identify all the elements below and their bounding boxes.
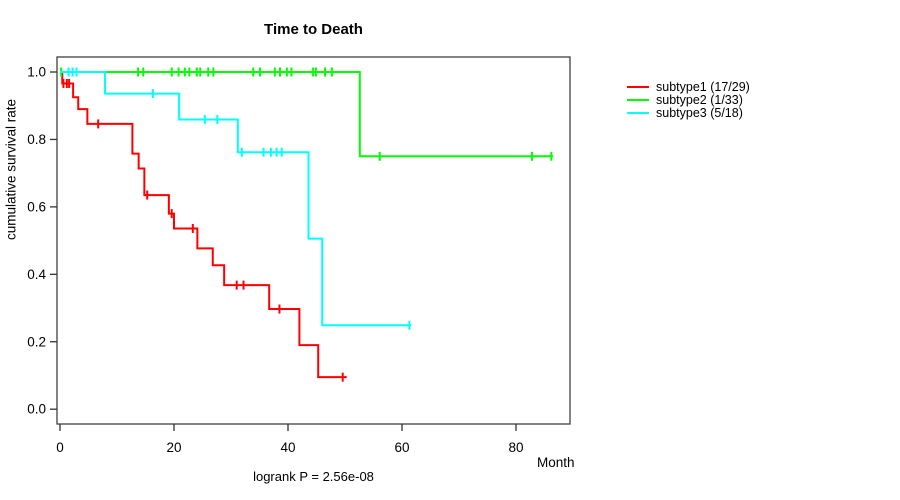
km-curve-subtype1 — [60, 71, 347, 379]
legend: subtype1 (17/29) subtype2 (1/33) subtype… — [627, 81, 750, 119]
legend-line-subtype2-icon — [627, 99, 649, 102]
legend-label-subtype1: subtype1 (17/29) — [656, 80, 750, 94]
y-tick-label: 0.4 — [27, 267, 46, 282]
x-tick-label: 80 — [508, 440, 523, 455]
logrank-pvalue-note: logrank P = 2.56e-08 — [253, 469, 374, 484]
y-tick-label: 0.2 — [27, 334, 46, 349]
y-tick-label: 0.6 — [27, 199, 46, 214]
y-tick-label: 1.0 — [27, 65, 46, 80]
y-tick-label: 0.0 — [27, 402, 46, 417]
x-axis-label: Month — [537, 455, 575, 470]
km-curve-subtype2 — [60, 71, 554, 158]
legend-label-subtype2: subtype2 (1/33) — [656, 92, 743, 107]
legend-label-subtype3: subtype3 (5/18) — [656, 105, 743, 120]
x-tick-label: 60 — [394, 440, 409, 455]
legend-line-subtype3-icon — [627, 111, 649, 114]
legend-line-subtype1-icon — [627, 86, 649, 89]
x-tick-label: 40 — [280, 440, 295, 455]
legend-item-subtype3: subtype3 (5/18) — [627, 105, 750, 120]
x-tick-label: 20 — [166, 440, 181, 455]
x-tick-label: 0 — [56, 440, 64, 455]
plot-frame — [56, 56, 571, 425]
legend-item-subtype1: subtype1 (17/29) — [627, 81, 750, 94]
legend-item-subtype2: subtype2 (1/33) — [627, 92, 750, 107]
y-tick-label: 0.8 — [27, 132, 46, 147]
km-curve-subtype3 — [60, 71, 412, 327]
chart-title: Time to Death — [264, 21, 363, 38]
